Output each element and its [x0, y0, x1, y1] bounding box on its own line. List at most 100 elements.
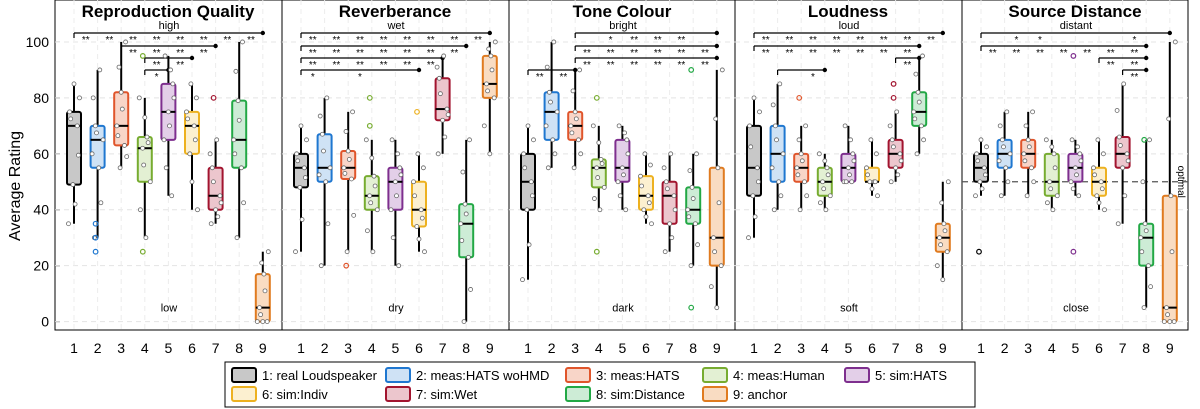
box-1: [293, 123, 309, 255]
data-point: [235, 98, 241, 104]
data-point: [526, 242, 532, 248]
data-point: [624, 137, 630, 143]
data-point: [240, 39, 245, 45]
data-point: [530, 193, 535, 199]
data-point: [979, 186, 985, 192]
data-point: [117, 165, 123, 171]
sig-stars: *: [1014, 35, 1018, 46]
data-point: [1074, 172, 1079, 178]
sig-bracket-end-dot: [822, 67, 827, 73]
data-point: [321, 148, 326, 154]
outlier-point: [139, 248, 146, 255]
sig-bracket-end-dot: [1144, 55, 1149, 61]
data-point: [346, 157, 352, 162]
data-point: [851, 158, 857, 164]
data-point: [323, 179, 329, 185]
data-point: [1121, 81, 1127, 87]
data-point: [1095, 137, 1101, 143]
panel-top-label: bright: [609, 20, 637, 32]
data-point: [915, 89, 921, 95]
data-point: [667, 221, 672, 227]
data-point: [898, 158, 904, 164]
data-point: [1161, 319, 1167, 325]
data-point: [977, 179, 983, 185]
x-tick-label: 3: [344, 340, 352, 356]
panel-top-label: high: [159, 20, 180, 32]
data-point: [1025, 137, 1031, 143]
data-point: [257, 305, 262, 311]
data-point: [1169, 249, 1175, 255]
x-tick-label: 5: [619, 340, 627, 356]
data-point: [233, 68, 239, 74]
data-point: [695, 242, 700, 248]
data-point: [827, 193, 833, 199]
data-point: [67, 109, 72, 115]
box-4: [590, 94, 607, 255]
x-tick-label: 6: [868, 340, 876, 356]
box-iqr: [543, 91, 560, 141]
sig-stars: **: [1013, 48, 1021, 59]
data-point: [545, 165, 551, 171]
data-point: [445, 112, 451, 118]
box-4: [363, 94, 380, 255]
data-point: [524, 207, 530, 213]
legend-item-9: 9: anchor: [702, 386, 788, 402]
data-point: [711, 235, 716, 241]
data-point: [392, 179, 398, 185]
sig-stars: **: [630, 35, 638, 46]
data-point: [754, 165, 760, 171]
data-point: [1048, 186, 1054, 192]
data-point: [66, 221, 71, 227]
data-point: [937, 235, 942, 241]
x-tick-label: 2: [774, 340, 782, 356]
data-point: [669, 235, 675, 241]
data-point: [487, 151, 493, 157]
legend-label: 7: sim:Wet: [416, 387, 478, 402]
plot-frame: [54, 0, 1189, 331]
data-point: [1043, 137, 1049, 143]
x-tick-label: 2: [548, 340, 556, 356]
data-point: [897, 151, 903, 157]
box-3: [793, 94, 810, 213]
data-point: [804, 193, 810, 199]
data-point: [484, 81, 489, 87]
data-point: [137, 207, 143, 213]
data-point: [746, 235, 751, 241]
box-7: [1114, 81, 1131, 227]
data-point: [641, 207, 647, 213]
data-point: [889, 137, 895, 143]
x-tick-label: 9: [713, 340, 721, 356]
x-tick-label: 3: [571, 340, 579, 356]
data-point: [648, 162, 653, 168]
data-point: [661, 165, 667, 171]
sig-stars: **: [560, 72, 568, 83]
sig-stars: **: [474, 35, 482, 46]
data-point: [622, 130, 627, 136]
data-point: [594, 165, 599, 171]
data-point: [823, 207, 829, 213]
legend-label: 9: anchor: [733, 387, 788, 402]
data-point: [850, 151, 856, 157]
data-point: [419, 215, 425, 221]
data-point: [1000, 137, 1005, 143]
x-tick-label: 5: [165, 340, 173, 356]
sig-bracket-end-dot: [189, 55, 195, 61]
data-point: [522, 165, 528, 171]
outlier-point: [366, 122, 373, 129]
data-point: [98, 200, 104, 206]
data-point: [938, 242, 943, 248]
data-point: [887, 123, 893, 129]
box-6: [638, 151, 654, 227]
data-point: [492, 39, 498, 45]
sig-stars: **: [153, 60, 161, 71]
data-point: [488, 53, 494, 59]
data-point: [822, 158, 828, 164]
box-3: [1020, 109, 1037, 199]
data-point: [440, 117, 446, 123]
data-point: [544, 64, 550, 70]
data-point: [756, 179, 761, 185]
data-point: [719, 67, 725, 73]
data-point: [123, 39, 128, 45]
data-point: [520, 277, 525, 283]
data-point: [1005, 179, 1011, 185]
